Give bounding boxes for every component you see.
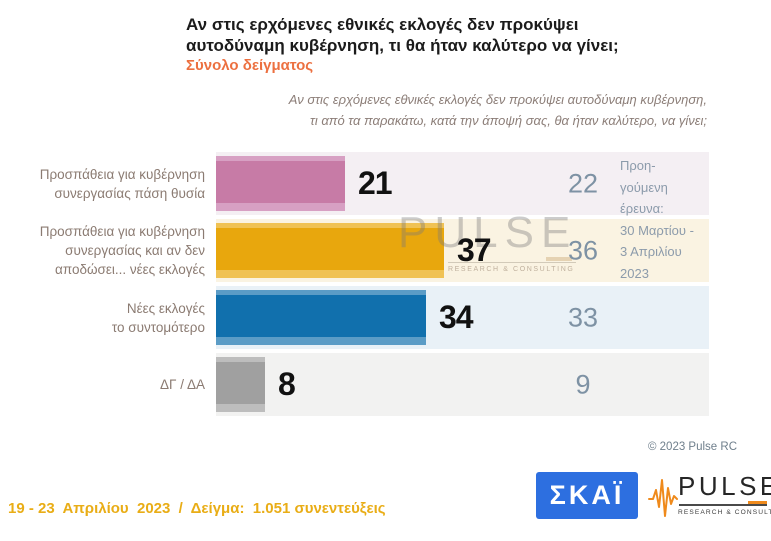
bar-dont-know xyxy=(216,357,265,412)
category-label: ΔΓ / ΔΑ xyxy=(160,377,205,392)
skai-logo: ΣΚΑΪ xyxy=(536,472,638,519)
pulse-logo-rule xyxy=(679,504,767,506)
previous-value: 9 xyxy=(575,369,591,399)
skai-logo-text: ΣΚΑΪ xyxy=(549,480,625,510)
bar-row: 21 22 xyxy=(216,152,709,215)
survey-question: Αν στις ερχόμενες εθνικές εκλογές δεν πρ… xyxy=(288,92,707,128)
bar-cooperation-else-elections xyxy=(216,223,444,278)
bar-row: 37 36 xyxy=(216,219,709,282)
current-value: 21 xyxy=(358,165,393,201)
current-value: 34 xyxy=(439,299,474,335)
pulse-logo-subtext: RESEARCH & CONSULTING xyxy=(678,509,771,516)
bar-row: 8 9 xyxy=(216,353,709,416)
previous-value: 33 xyxy=(567,302,599,332)
pulse-logo: PULSE RESEARCH & CONSULTING xyxy=(648,471,771,527)
pulse-logo-rule-accent xyxy=(748,501,767,504)
pulse-logo-text: PULSE xyxy=(678,471,771,501)
category-label: Νέες εκλογές το συντομότερο xyxy=(111,300,205,335)
category-label: Προσπάθεια για κυβέρνηση συνεργασίας και… xyxy=(39,224,205,277)
fieldwork-dates: 19 - 23 Απριλίου 2023 / Δείγμα: 1.051 συ… xyxy=(8,500,386,517)
previous-survey-note: Προη- γούμενη έρευνα: 30 Μαρτίου - 3 Απρ… xyxy=(620,158,694,281)
current-value: 8 xyxy=(278,366,296,402)
pulse-waveform-icon xyxy=(648,479,678,517)
copyright-text: © 2023 Pulse RC xyxy=(647,441,738,453)
bar-cooperation-any-cost xyxy=(216,156,345,211)
previous-value: 22 xyxy=(567,168,599,198)
current-value: 37 xyxy=(457,232,492,268)
bar-row: 34 33 xyxy=(216,286,709,349)
previous-value: 36 xyxy=(567,235,599,265)
page-title: Αν στις ερχόμενες εθνικές εκλογές δεν πρ… xyxy=(186,15,619,55)
sample-subtitle: Σύνολο δείγματος xyxy=(186,57,314,74)
category-label: Προσπάθεια για κυβέρνηση συνεργασίας πάσ… xyxy=(39,166,205,201)
bar-new-elections-soon xyxy=(216,290,426,345)
